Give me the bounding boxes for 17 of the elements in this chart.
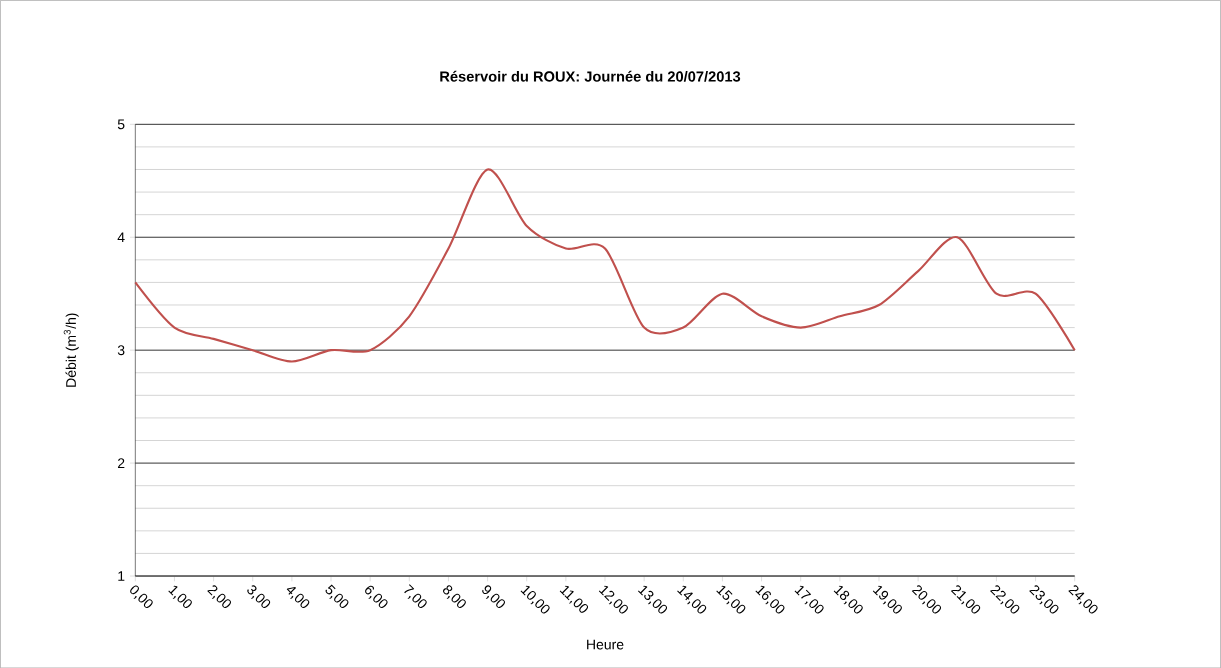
y-axis-title: Débit (m$^{3}$/h): [63, 313, 79, 387]
x-tick-label: 1,00: [168, 585, 192, 608]
y-tick-label: 3: [117, 345, 125, 355]
y-tick-label: 5: [117, 119, 125, 130]
y-tick-label: 1: [118, 571, 125, 581]
y-tick-label: 2: [117, 458, 125, 468]
x-tick-label: 4,00: [286, 586, 310, 608]
chart-title: Réservoir du ROUX: Journée du 20/07/2013: [440, 70, 741, 82]
x-tick-label: 3,00: [247, 585, 271, 608]
x-tick-label: 2,00: [207, 585, 232, 608]
line-series: [134, 168, 1076, 363]
y-tick-label: 4: [117, 232, 125, 242]
x-tick-label: 9,00: [482, 585, 506, 608]
x-tick-label: 8,00: [442, 585, 466, 608]
x-tick-label: 6,00: [365, 585, 388, 608]
x-axis-title: Heure: [587, 639, 624, 650]
x-tick-label: 0,00: [130, 585, 153, 608]
